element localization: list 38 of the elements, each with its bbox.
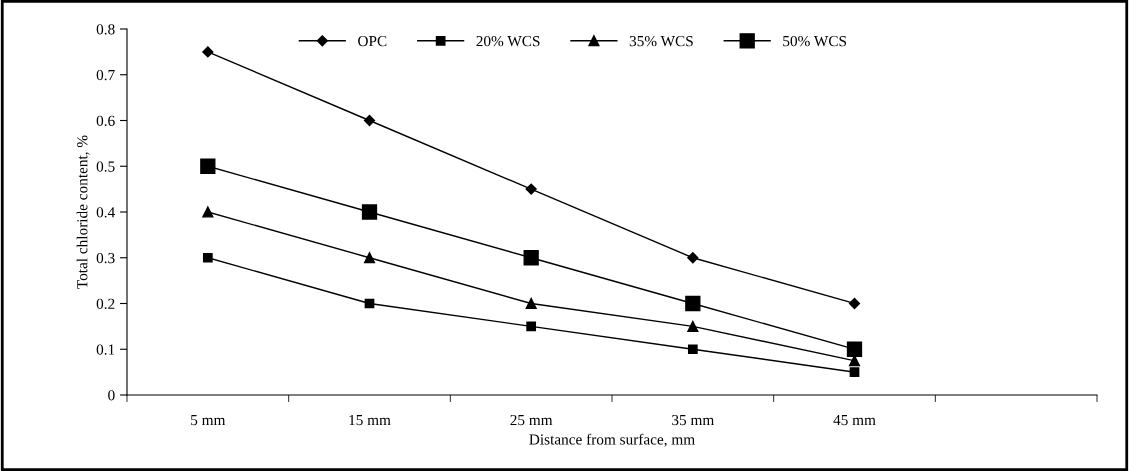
point — [361, 204, 378, 220]
point — [846, 341, 863, 357]
x-tick-label: 35 mm — [672, 414, 715, 426]
y-tick-label: 0.3 — [96, 252, 115, 264]
point — [848, 297, 861, 310]
legend-label: 35% WCS — [629, 35, 693, 47]
point — [202, 206, 214, 218]
point — [525, 183, 537, 195]
x-tick-label: 25 mm — [510, 414, 553, 426]
point — [523, 250, 539, 266]
y-tick-label: 0.4 — [96, 207, 115, 218]
point — [849, 367, 860, 377]
point — [526, 321, 537, 332]
y-tick-label: 0 — [108, 390, 115, 401]
point — [685, 295, 701, 312]
y-tick-label: 0.7 — [96, 69, 115, 81]
point — [687, 252, 699, 264]
point — [525, 297, 537, 310]
point — [202, 46, 214, 58]
point — [200, 158, 216, 174]
y-tick-label: 0.1 — [96, 344, 115, 355]
y-axis-title: Total chloride content, % — [76, 135, 90, 289]
y-tick-label: 0.6 — [96, 115, 115, 127]
y-tick-label: 0.2 — [96, 298, 115, 310]
x-axis-title: Distance from surface, mm — [529, 433, 695, 447]
legend-label: 20% WCS — [476, 35, 540, 47]
x-tick-label: 15 mm — [349, 414, 391, 426]
point — [687, 344, 698, 355]
legend-label: OPC — [358, 36, 387, 47]
point — [363, 114, 376, 127]
point — [363, 252, 376, 264]
point — [687, 320, 699, 332]
legend-label: 50% WCS — [783, 35, 847, 47]
y-tick-label: 0.8 — [96, 24, 115, 35]
x-tick-label: 45 mm — [833, 414, 876, 426]
y-tick-label: 0.5 — [96, 161, 115, 172]
point — [202, 252, 213, 263]
x-tick-label: 5 mm — [191, 415, 226, 426]
